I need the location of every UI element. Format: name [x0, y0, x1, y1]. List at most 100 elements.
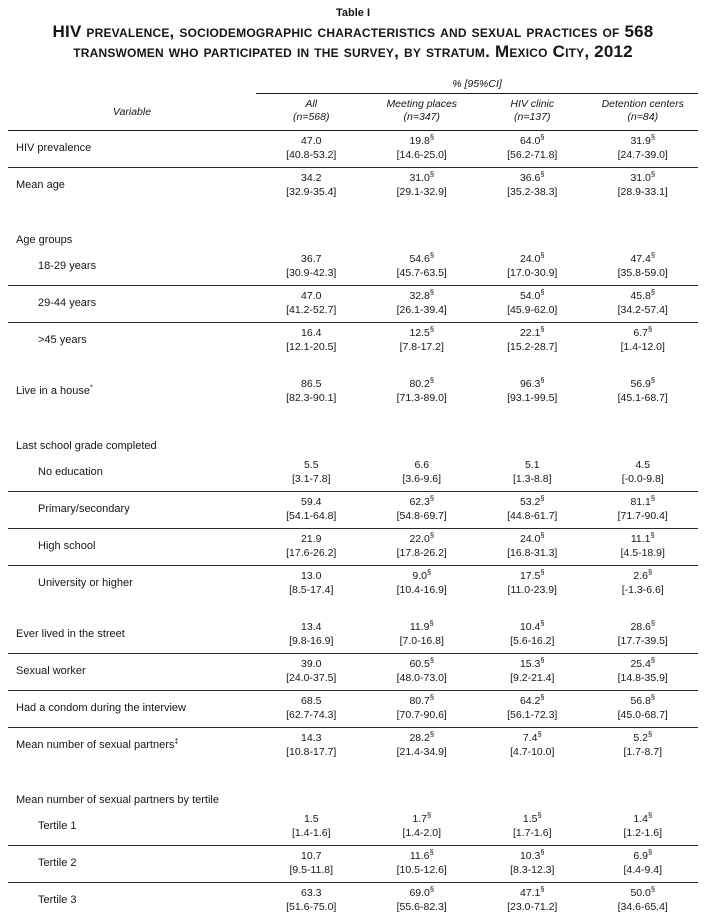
cell-ci: [10.4-16.9]: [396, 583, 447, 596]
cell-value: 19.8§: [409, 132, 435, 147]
data-cell: 69.0§ [55.6-82.3]: [367, 885, 478, 912]
cell-value: 4.5: [635, 459, 651, 471]
cell-ci: [1.7-8.7]: [623, 745, 663, 758]
significance-marker: §: [540, 287, 545, 297]
data-cell: 22.1§ [15.2-28.7]: [477, 324, 588, 354]
cell-value: 80.7§: [409, 692, 435, 707]
data-cell: 11.1§ [4.5-18.9]: [588, 530, 699, 560]
cell-ci: [82.3-90.1]: [286, 391, 337, 404]
column-name: Meeting places: [386, 98, 458, 110]
table-row: Tertile 2 10.7 [9.5-11.8] 11.6§ [10.5-12.6] 1…: [8, 846, 698, 883]
table-row: Primary/secondary 59.4 [54.1-64.8] 62.3§ [54…: [8, 492, 698, 529]
row-label: Tertile 2: [38, 857, 77, 869]
cell-ci: [54.1-64.8]: [286, 509, 337, 522]
cell-value: 5.2§: [633, 729, 653, 744]
cell-ci: [21.4-34.9]: [396, 745, 447, 758]
cell-ci: [45.7-63.5]: [396, 266, 447, 279]
cell-value: 47.0: [301, 290, 322, 302]
significance-marker: §: [647, 810, 653, 820]
row-label: 18-29 years: [38, 260, 97, 272]
data-cell: 59.4 [54.1-64.8]: [256, 496, 367, 523]
data-cell: 10.3§ [8.3-12.3]: [477, 847, 588, 877]
cell-value: 39.0: [301, 658, 322, 670]
cell-value: 11.1§: [630, 530, 655, 545]
cell-value: 6.7§: [633, 324, 653, 339]
cell-value: 47.4§: [630, 250, 656, 265]
cell-value: 1.5: [303, 813, 319, 825]
cell-ci: [62.7-74.3]: [286, 708, 337, 721]
cell-value: 10.3§: [519, 847, 545, 862]
row-label: University or higher: [38, 577, 133, 589]
cell-ci: [5.6-16.2]: [510, 634, 555, 647]
cell-value: 81.1§: [630, 493, 656, 508]
column-name: All: [305, 98, 318, 110]
table-title: HIV prevalence, sociodemographic charact…: [52, 22, 654, 61]
cell-ci: [10.5-12.6]: [396, 863, 447, 876]
cell-value: 5.1: [524, 459, 540, 471]
section-label: Last school grade completed: [16, 440, 157, 452]
cell-ci: [17.8-26.2]: [396, 546, 447, 559]
row-label: Live in a house*: [16, 382, 93, 397]
cell-ci: [34.2-57.4]: [617, 303, 668, 316]
data-cell: 36.6§ [35.2-38.3]: [477, 169, 588, 199]
data-cell: 5.1 [1.3-8.8]: [477, 459, 588, 486]
significance-marker: §: [540, 618, 545, 628]
column-header: Detention centers (n=84): [588, 94, 699, 130]
table-row: >45 years 16.4 [12.1-20.5] 12.5§ [7.8-17.2] 2…: [8, 323, 698, 359]
cell-value: 45.8§: [630, 287, 656, 302]
cell-ci: [12.1-20.5]: [286, 340, 337, 353]
cell-value: 28.2§: [409, 729, 435, 744]
cell-value: 9.0§: [412, 567, 432, 582]
cell-ci: [10.8-17.7]: [286, 745, 337, 758]
significance-marker: §: [429, 847, 434, 857]
data-cell: 54.6§ [45.7-63.5]: [367, 251, 478, 280]
cell-ci: [56.2-71.8]: [507, 148, 558, 161]
data-cell: 11.6§ [10.5-12.6]: [367, 847, 478, 877]
significance-marker: §: [540, 169, 545, 179]
cell-ci: [30.9-42.3]: [286, 266, 337, 279]
data-cell: 13.4 [9.8-16.9]: [256, 621, 367, 648]
cell-value: 5.5: [303, 459, 319, 471]
row-label: HIV prevalence: [16, 142, 92, 154]
table-row: 18-29 years 36.7 [30.9-42.3] 54.6§ [45.7-63.…: [8, 249, 698, 286]
cell-value: 96.3§: [519, 375, 545, 390]
cell-ci: [8.5-17.4]: [289, 583, 334, 596]
cell-ci: [1.4-1.6]: [291, 826, 331, 839]
cell-value: 13.0: [301, 570, 322, 582]
data-cell: 17.5§ [11.0-23.9]: [477, 568, 588, 597]
significance-marker: §: [540, 493, 545, 503]
table-header: % [95%CI] Variable All (n=568) Meeting pla…: [8, 78, 698, 131]
table-row: Tertile 1 1.5 [1.4-1.6] 1.7§ [1.4-2.0] 1.5§ [1…: [8, 809, 698, 846]
cell-value: 24.0§: [519, 250, 545, 265]
table-row: Mean age 34.2 [32.9-35.4] 31.0§ [29.1-32.9] 3…: [8, 168, 698, 204]
row-label: >45 years: [38, 334, 87, 346]
table-body: HIV prevalence 47.0 [40.8-53.2] 19.8§ [14.6-…: [8, 131, 698, 912]
row-label: Ever lived in the street: [16, 628, 125, 640]
cell-value: 22.0§: [409, 530, 435, 545]
data-cell: 86.5 [82.3-90.1]: [256, 378, 367, 405]
cell-ci: [3.6-9.6]: [402, 472, 442, 485]
cell-value: 15.3§: [519, 655, 545, 670]
cell-ci: [17.6-26.2]: [286, 546, 337, 559]
cell-ci: [45.9-62.0]: [507, 303, 558, 316]
header-span-ci: % [95%CI]: [256, 78, 698, 94]
row-label: Had a condom during the interview: [16, 702, 186, 714]
significance-marker: §: [650, 250, 656, 260]
significance-marker: §: [540, 655, 545, 665]
cell-ci: [71.7-90.4]: [617, 509, 668, 522]
significance-marker: §: [647, 567, 653, 577]
row-label: Tertile 1: [38, 820, 77, 832]
data-cell: 10.7 [9.5-11.8]: [256, 850, 367, 877]
cell-value: 47.1§: [519, 884, 545, 899]
significance-marker: §: [429, 132, 435, 142]
significance-marker: §: [429, 493, 435, 503]
column-name: HIV clinic: [510, 98, 555, 110]
cell-ci: [4.5-18.9]: [620, 546, 665, 559]
table-row: High school 21.9 [17.6-26.2] 22.0§ [17.8-26.…: [8, 529, 698, 566]
footnote-marker: ‡: [174, 736, 179, 746]
data-cell: 11.9§ [7.0-16.8]: [367, 619, 478, 648]
significance-marker: §: [650, 655, 656, 665]
cell-value: 22.1§: [519, 324, 545, 339]
cell-ci: [51.6-75.0]: [286, 900, 337, 912]
data-cell: 36.7 [30.9-42.3]: [256, 253, 367, 280]
